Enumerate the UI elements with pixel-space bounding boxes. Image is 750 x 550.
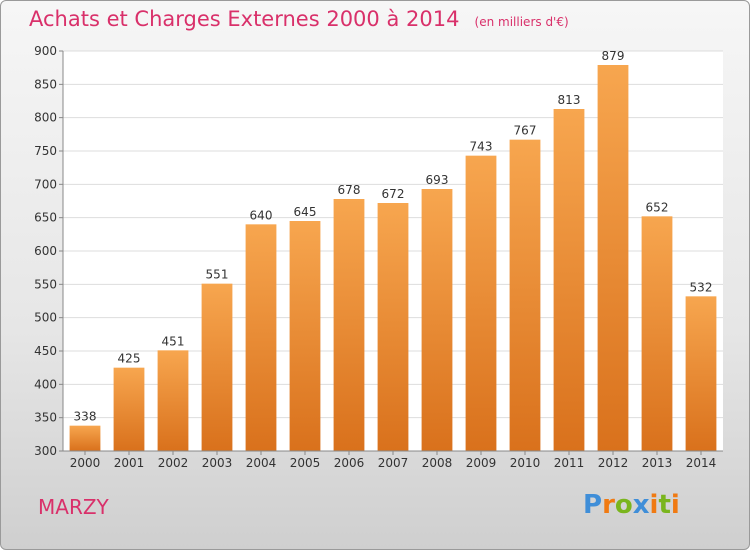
data-label-2010: 767	[514, 124, 537, 138]
data-label-2009: 743	[470, 140, 493, 154]
bar-2006	[333, 199, 365, 451]
y-tick-label: 850	[34, 77, 57, 91]
x-tick-label-2001: 2001	[114, 456, 145, 470]
bar-2012	[597, 65, 629, 451]
commune-name: MARZY	[38, 495, 109, 519]
labels-layer: 338 425 451 551 640 645 678 672 693 743 767 813 879 6…	[74, 49, 713, 424]
y-tick-label: 300	[34, 444, 57, 458]
logo-letter: x	[632, 490, 650, 520]
data-label-2007: 672	[382, 187, 405, 201]
title-row: Achats et Charges Externes 2000 à 2014 (…	[29, 7, 569, 31]
x-tick-label-2005: 2005	[290, 456, 321, 470]
bar-2009	[465, 155, 497, 451]
logo-letter: o	[614, 490, 633, 520]
logo-letter: r	[602, 490, 615, 520]
y-tick-label: 900	[34, 44, 57, 58]
x-tick-label-2003: 2003	[202, 456, 233, 470]
logo-letter: i	[649, 490, 659, 520]
x-tick-label-2000: 2000	[70, 456, 101, 470]
data-label-2014: 532	[690, 280, 713, 294]
bar-2010	[509, 139, 541, 451]
bar-2001	[113, 367, 145, 451]
y-tick-label: 500	[34, 311, 57, 325]
bar-2002	[157, 350, 189, 451]
data-label-2004: 640	[250, 208, 273, 222]
data-label-2000: 338	[74, 410, 97, 424]
x-tick-label-2006: 2006	[334, 456, 365, 470]
y-tick-label: 450	[34, 344, 57, 358]
bar-2008	[421, 189, 453, 451]
proxiti-logo: Proxiti	[583, 490, 680, 520]
y-tick-label: 550	[34, 277, 57, 291]
data-label-2011: 813	[558, 93, 581, 107]
bar-2013	[641, 216, 673, 451]
x-tick-label-2002: 2002	[158, 456, 189, 470]
data-label-2001: 425	[118, 352, 141, 366]
y-tick-label: 600	[34, 244, 57, 258]
data-label-2012: 879	[602, 49, 625, 63]
data-label-2002: 451	[162, 334, 185, 348]
bar-2007	[377, 203, 409, 451]
logo-letter: t	[658, 490, 671, 520]
x-tick-label-2009: 2009	[466, 456, 497, 470]
data-label-2008: 693	[426, 173, 449, 187]
logo-letter: P	[583, 490, 603, 520]
bar-2003	[201, 283, 233, 451]
axis-layer: 300 350 400 450 500 550 600 650 700 750 800 850 900 2…	[34, 44, 723, 470]
x-tick-label-2010: 2010	[510, 456, 541, 470]
data-label-2006: 678	[338, 183, 361, 197]
y-tick-label: 650	[34, 211, 57, 225]
x-tick-label-2008: 2008	[422, 456, 453, 470]
bars-layer	[69, 65, 717, 451]
y-tick-label: 400	[34, 377, 57, 391]
x-tick-label-2014: 2014	[686, 456, 717, 470]
bar-2004	[245, 224, 277, 451]
x-tick-label-2013: 2013	[642, 456, 673, 470]
y-tick-label: 700	[34, 177, 57, 191]
data-label-2005: 645	[294, 205, 317, 219]
chart-title: Achats et Charges Externes 2000 à 2014	[29, 7, 460, 31]
x-tick-label-2012: 2012	[598, 456, 629, 470]
bar-2011	[553, 109, 585, 451]
x-tick-label-2004: 2004	[246, 456, 277, 470]
bar-2005	[289, 221, 321, 451]
x-tick-label-2007: 2007	[378, 456, 409, 470]
chart-unit: (en milliers d'€)	[474, 15, 569, 29]
bar-2014	[685, 296, 717, 451]
y-tick-label: 350	[34, 411, 57, 425]
y-tick-label: 800	[34, 111, 57, 125]
data-label-2003: 551	[206, 268, 229, 282]
data-label-2013: 652	[646, 200, 669, 214]
logo-letter: i	[670, 490, 680, 520]
x-tick-label-2011: 2011	[554, 456, 585, 470]
bar-2000	[69, 425, 101, 451]
y-tick-label: 750	[34, 144, 57, 158]
